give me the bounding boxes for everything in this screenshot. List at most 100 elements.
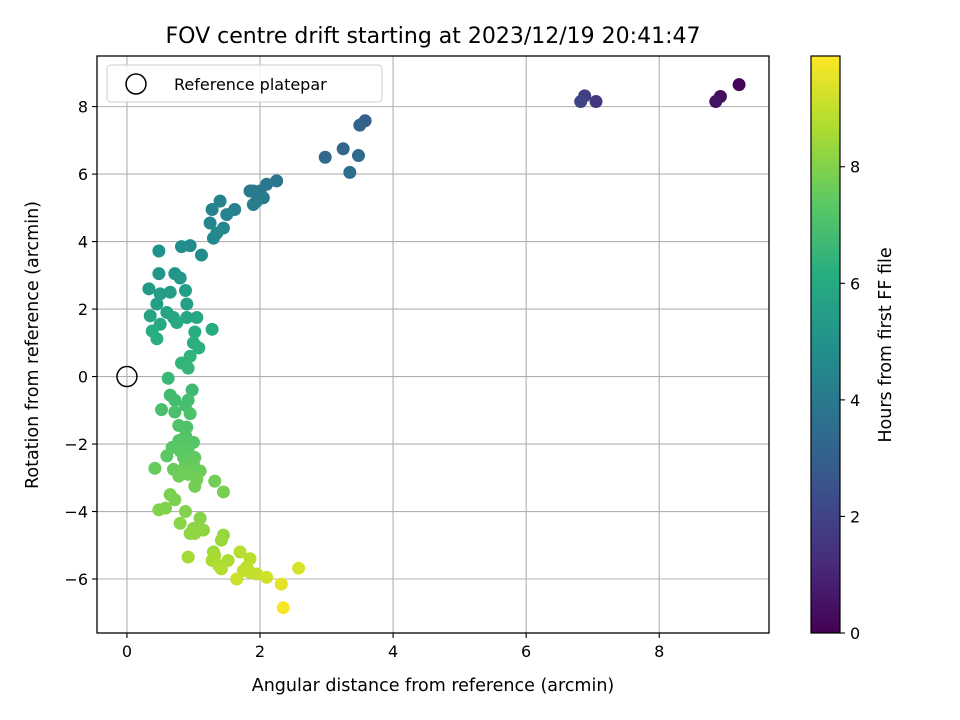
y-tick-label: 2 bbox=[78, 300, 88, 319]
x-tick-label: 8 bbox=[654, 642, 664, 661]
colorbar-tick-label: 0 bbox=[850, 624, 860, 643]
data-point bbox=[292, 561, 306, 575]
data-point bbox=[246, 197, 260, 211]
data-point bbox=[168, 393, 182, 407]
data-point bbox=[336, 142, 350, 156]
data-point bbox=[343, 165, 357, 179]
chart-title: FOV centre drift starting at 2023/12/19 … bbox=[166, 24, 701, 49]
data-point bbox=[150, 332, 164, 346]
data-point bbox=[174, 240, 188, 254]
data-point bbox=[163, 285, 177, 299]
data-point bbox=[589, 95, 603, 109]
data-point bbox=[192, 341, 206, 355]
x-axis-label: Angular distance from reference (arcmin) bbox=[252, 676, 615, 696]
data-point bbox=[193, 511, 207, 525]
y-tick-label: −4 bbox=[64, 503, 88, 522]
data-point bbox=[214, 562, 228, 576]
x-tick-label: 0 bbox=[122, 642, 132, 661]
colorbar-ticks: 0 2 4 6 8 bbox=[840, 158, 860, 643]
data-point bbox=[173, 516, 187, 530]
data-point bbox=[183, 407, 197, 421]
reference-platepar-marker bbox=[116, 365, 138, 388]
data-point bbox=[194, 248, 208, 262]
grid bbox=[97, 56, 769, 633]
data-point bbox=[172, 469, 186, 483]
data-point bbox=[318, 150, 332, 164]
y-axis-label: Rotation from reference (arcmin) bbox=[23, 201, 43, 489]
data-point bbox=[574, 95, 588, 109]
data-point bbox=[181, 361, 195, 375]
data-point bbox=[732, 78, 746, 92]
data-point bbox=[152, 267, 166, 281]
colorbar-tick-label: 2 bbox=[850, 507, 860, 526]
legend: Reference platepar bbox=[106, 64, 383, 103]
colorbar: 0 2 4 6 8 Hours from first FF file bbox=[810, 55, 896, 643]
data-point bbox=[148, 461, 162, 475]
data-point bbox=[153, 287, 167, 301]
plot-area bbox=[97, 56, 769, 633]
data-point bbox=[180, 311, 194, 325]
data-point bbox=[178, 284, 192, 298]
data-point bbox=[276, 601, 290, 615]
y-tick-label: 0 bbox=[78, 368, 88, 387]
colorbar-gradient bbox=[811, 56, 840, 633]
data-point bbox=[142, 282, 156, 296]
colorbar-tick-label: 4 bbox=[850, 391, 860, 410]
data-point bbox=[709, 95, 723, 109]
y-tick-label: −6 bbox=[64, 570, 88, 589]
data-point bbox=[160, 449, 174, 463]
x-tick-label: 6 bbox=[521, 642, 531, 661]
data-point bbox=[161, 371, 175, 385]
data-point bbox=[214, 533, 228, 547]
x-axis-ticks: 0 2 4 6 8 bbox=[122, 633, 664, 661]
y-tick-label: −2 bbox=[64, 435, 88, 454]
data-point bbox=[270, 174, 284, 188]
data-point bbox=[152, 244, 166, 258]
data-point bbox=[155, 403, 169, 417]
data-points bbox=[142, 78, 746, 615]
data-point bbox=[170, 316, 184, 330]
data-point bbox=[220, 208, 234, 222]
data-point bbox=[206, 231, 220, 245]
data-point bbox=[185, 383, 199, 397]
data-point bbox=[233, 545, 247, 559]
colorbar-tick-label: 6 bbox=[850, 274, 860, 293]
data-point bbox=[150, 297, 164, 311]
x-tick-label: 2 bbox=[255, 642, 265, 661]
data-point bbox=[250, 567, 264, 581]
y-axis-ticks: −6 −4 −2 0 2 4 6 8 bbox=[64, 98, 97, 589]
data-point bbox=[152, 503, 166, 517]
y-tick-label: 6 bbox=[78, 165, 88, 184]
legend-marker bbox=[125, 73, 147, 95]
data-point bbox=[243, 184, 257, 198]
data-point bbox=[178, 505, 192, 519]
data-point bbox=[208, 474, 222, 488]
data-point bbox=[190, 311, 204, 325]
data-point bbox=[205, 203, 219, 217]
y-tick-label: 8 bbox=[78, 98, 88, 117]
data-point bbox=[351, 149, 365, 163]
data-point bbox=[188, 526, 202, 540]
colorbar-label: Hours from first FF file bbox=[876, 247, 896, 442]
data-point bbox=[188, 479, 202, 493]
data-point bbox=[188, 325, 202, 339]
colorbar-frame bbox=[810, 55, 841, 634]
plot-frame bbox=[96, 55, 770, 634]
data-point bbox=[274, 577, 288, 591]
data-point bbox=[168, 493, 182, 507]
data-point bbox=[353, 118, 367, 132]
data-point bbox=[180, 297, 194, 311]
colorbar-tick-label: 8 bbox=[850, 158, 860, 177]
data-point bbox=[230, 572, 244, 586]
data-point bbox=[213, 194, 227, 208]
data-point bbox=[205, 322, 219, 336]
data-point bbox=[203, 216, 217, 230]
data-point bbox=[216, 485, 230, 499]
legend-box bbox=[106, 64, 383, 103]
data-point bbox=[143, 309, 157, 323]
legend-entry-reference-platepar: Reference platepar bbox=[174, 75, 327, 94]
data-point bbox=[260, 570, 274, 584]
x-tick-label: 4 bbox=[388, 642, 398, 661]
